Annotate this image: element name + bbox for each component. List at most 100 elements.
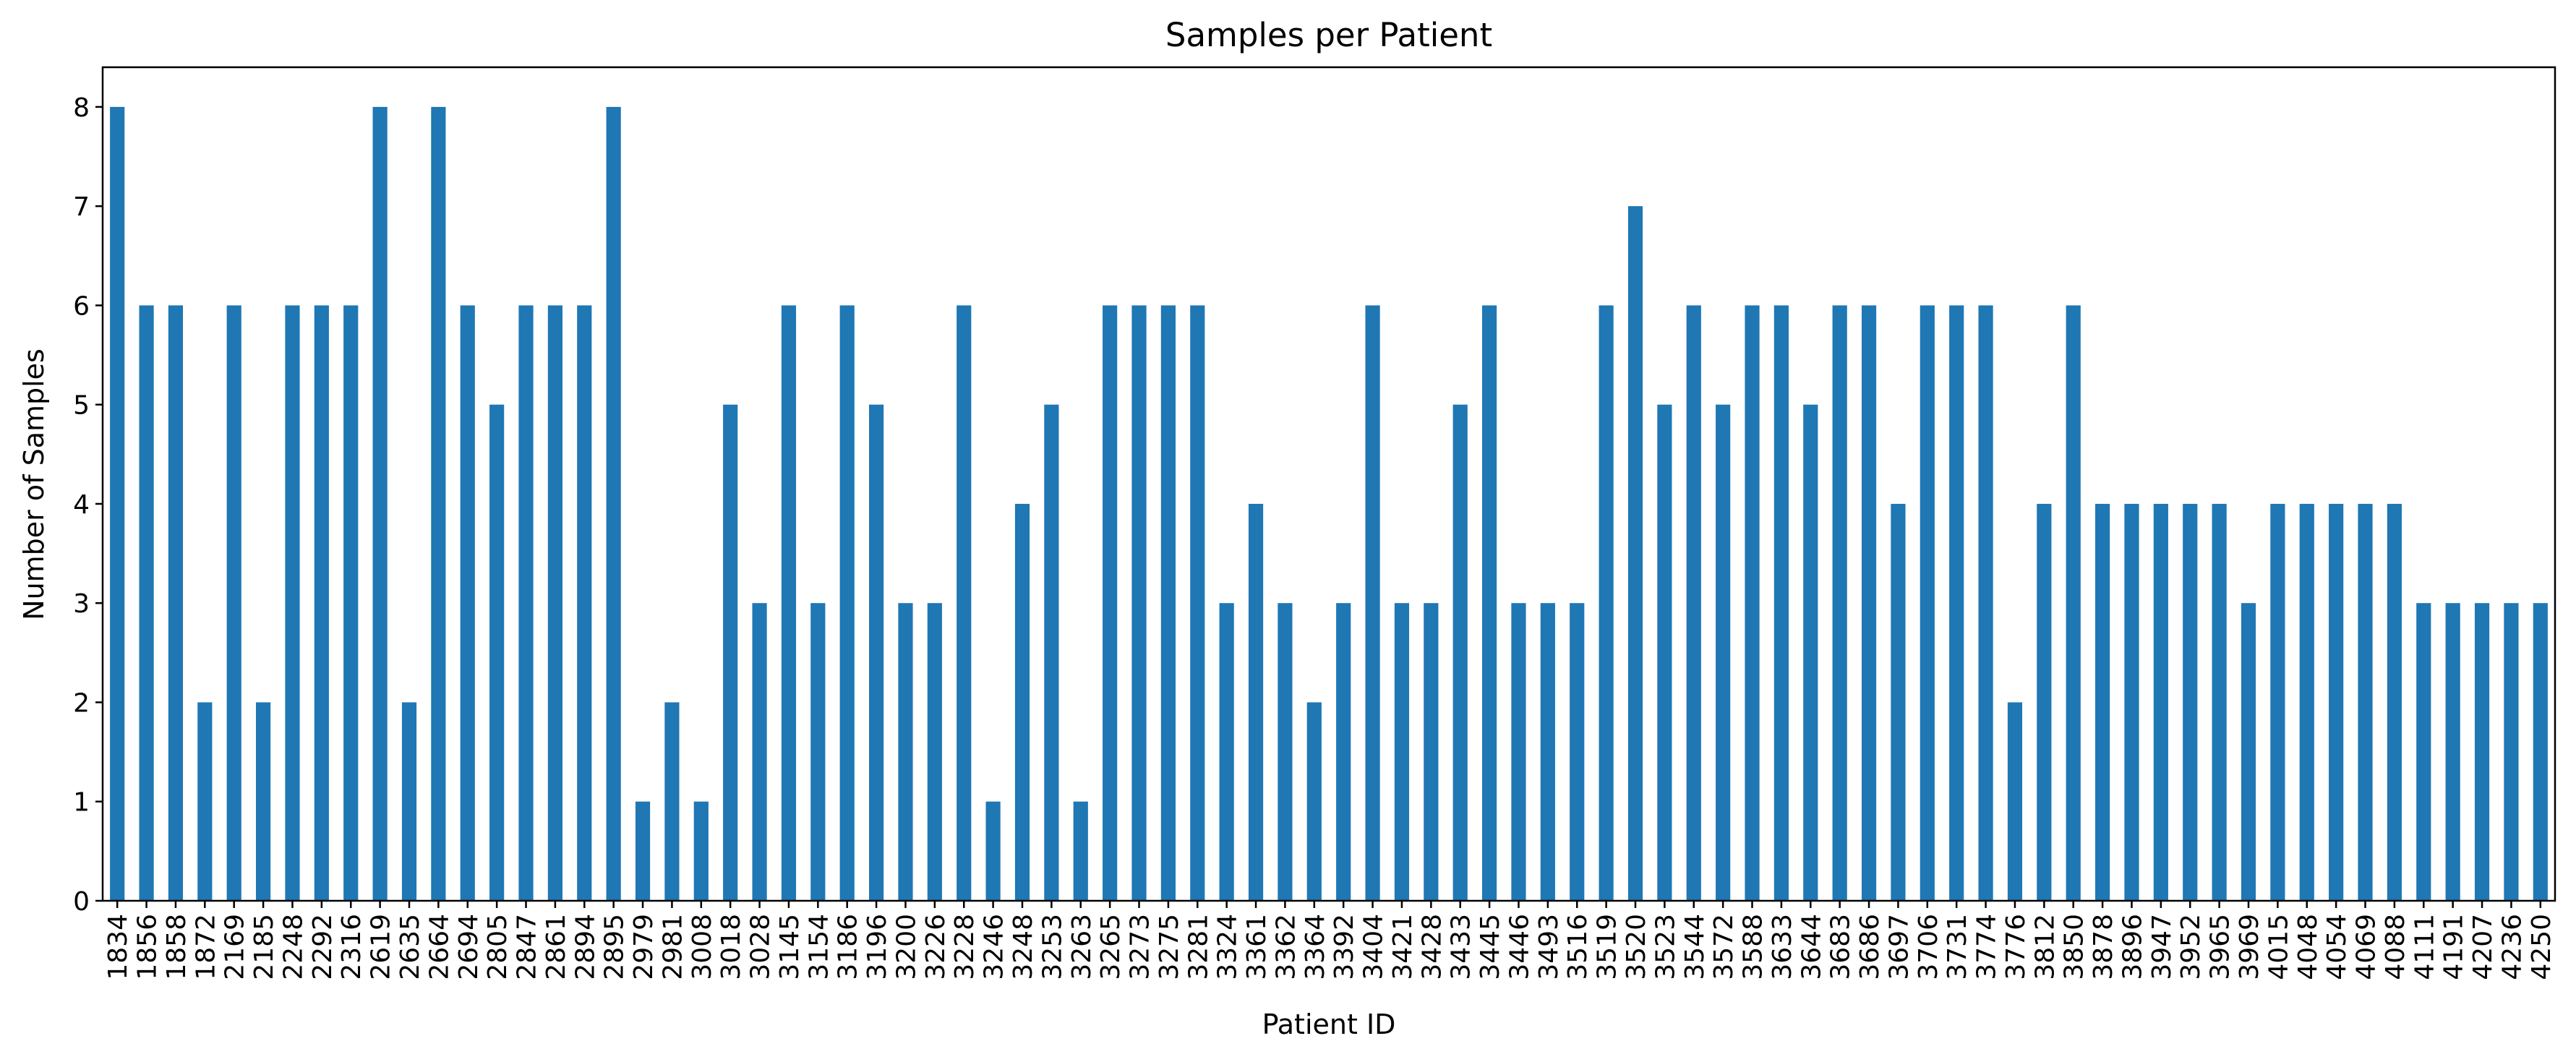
- bar: [2066, 305, 2081, 901]
- x-tick-label: 4250: [2527, 914, 2556, 980]
- x-tick-label: 4111: [2410, 914, 2439, 980]
- bar: [1978, 305, 1993, 901]
- bar: [1716, 404, 1731, 901]
- bar: [1861, 305, 1877, 901]
- bar: [1745, 305, 1760, 901]
- x-tick-label: 3362: [1271, 914, 1301, 980]
- x-tick-label: 3706: [1914, 914, 1943, 980]
- x-tick-label: 2664: [424, 914, 454, 980]
- x-tick-label: 3812: [2030, 914, 2060, 980]
- x-tick-label: 3364: [1301, 914, 1330, 980]
- x-tick-label: 3200: [891, 914, 921, 980]
- bar: [985, 801, 1001, 901]
- bar: [1103, 305, 1118, 901]
- bar-series: [110, 106, 2548, 902]
- x-tick-label: 2619: [367, 914, 396, 980]
- x-tick-label: 1834: [103, 914, 133, 980]
- bar: [226, 305, 241, 901]
- x-tick-label: 4191: [2439, 914, 2469, 980]
- y-axis: 0 1 2 3 4 5 6 7 8: [73, 93, 103, 917]
- bar: [2153, 503, 2168, 901]
- x-tick-label: 3644: [1797, 914, 1826, 980]
- x-tick-label: 3774: [1972, 914, 2002, 980]
- bar: [1452, 404, 1468, 901]
- x-tick-label: 4207: [2468, 914, 2498, 980]
- bar: [1306, 702, 1322, 901]
- x-tick-label: 2805: [483, 914, 513, 980]
- bar: [2474, 603, 2490, 901]
- y-tick-label: 0: [73, 887, 90, 917]
- y-tick-label: 5: [73, 391, 90, 421]
- bar: [1482, 305, 1497, 901]
- bar: [168, 305, 184, 901]
- x-tick-label: 3154: [804, 914, 834, 980]
- x-tick-label: 4088: [2381, 914, 2410, 980]
- bar: [2270, 503, 2285, 901]
- bar: [869, 404, 884, 901]
- bar: [2007, 702, 2023, 901]
- bar: [1511, 603, 1526, 901]
- x-tick-label: 2894: [570, 914, 600, 980]
- x-tick-label: 3686: [1855, 914, 1885, 980]
- bar: [2241, 603, 2256, 901]
- x-tick-label: 2895: [600, 914, 630, 980]
- x-tick-label: 3633: [1768, 914, 1797, 980]
- x-tick-label: 3145: [775, 914, 805, 980]
- x-tick-label: 2861: [542, 914, 571, 980]
- bar: [1803, 404, 1818, 901]
- bar: [723, 404, 738, 901]
- x-tick-label: 3588: [1739, 914, 1768, 980]
- x-tick-label: 3493: [1534, 914, 1564, 980]
- bar: [2504, 603, 2519, 901]
- y-tick-label: 1: [73, 788, 90, 818]
- x-tick-label: 3018: [716, 914, 746, 980]
- bar: [2358, 503, 2373, 901]
- y-tick-label: 6: [73, 291, 90, 321]
- bar: [1773, 305, 1789, 901]
- x-axis-title: Patient ID: [1262, 1009, 1396, 1040]
- x-tick-label: 3281: [1184, 914, 1213, 980]
- y-tick-label: 3: [73, 589, 90, 619]
- y-tick-label: 8: [73, 93, 90, 123]
- bar: [606, 106, 621, 901]
- x-tick-label: 3697: [1884, 914, 1914, 980]
- bar: [810, 603, 826, 901]
- x-tick-label: 1858: [162, 914, 192, 980]
- bar: [2533, 603, 2548, 901]
- x-tick-label: 3947: [2147, 914, 2177, 980]
- bar: [1160, 305, 1176, 901]
- bar: [314, 305, 329, 901]
- bar: [927, 603, 942, 901]
- x-tick-label: 3028: [746, 914, 776, 980]
- bar: [1219, 603, 1234, 901]
- bar: [1627, 206, 1643, 902]
- x-tick-label: 3186: [834, 914, 863, 980]
- x-tick-label: 2635: [395, 914, 425, 980]
- bar: [1248, 503, 1264, 901]
- x-tick-label: 3008: [688, 914, 717, 980]
- x-tick-label: 3776: [2001, 914, 2031, 980]
- x-tick-label: 3265: [1096, 914, 1126, 980]
- x-tick-label: 1872: [191, 914, 221, 980]
- bar: [664, 702, 680, 901]
- bar: [1073, 801, 1088, 901]
- bar: [285, 305, 300, 901]
- x-tick-label: 3421: [1388, 914, 1418, 980]
- x-axis: 1834 1856 1858 1872 2169 2185 2248 2292 2316 2619…: [103, 901, 2556, 980]
- x-tick-label: 3248: [1009, 914, 1038, 980]
- bar: [1920, 305, 1935, 901]
- bar: [1336, 603, 1351, 901]
- x-tick-label: 3228: [950, 914, 980, 980]
- bar: [1394, 603, 1410, 901]
- bar: [2445, 603, 2460, 901]
- x-tick-label: 3544: [1680, 914, 1710, 980]
- bar: [139, 305, 154, 901]
- bar: [1599, 305, 1614, 901]
- x-tick-label: 3952: [2176, 914, 2206, 980]
- bar: [518, 305, 534, 901]
- bar: [1686, 305, 1701, 901]
- x-tick-label: 2292: [308, 914, 338, 980]
- bar: [1424, 603, 1439, 901]
- bar: [1949, 305, 1964, 901]
